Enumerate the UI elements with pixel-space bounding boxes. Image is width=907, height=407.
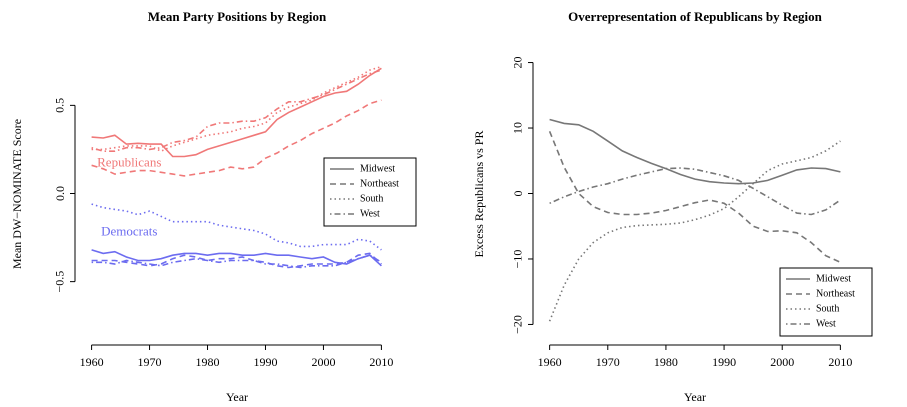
line: [549, 167, 841, 216]
x-tick-label: 2000: [770, 355, 794, 369]
group-label: Republicans: [97, 155, 161, 170]
group-label: Democrats: [101, 223, 157, 238]
line: [91, 249, 382, 267]
line: [548, 140, 841, 322]
x-tick-label: 1960: [538, 355, 562, 369]
y-tick-label: −0.5: [53, 271, 67, 293]
line: [91, 69, 382, 152]
x-tick-label: 2010: [369, 355, 393, 369]
legend-label: South: [360, 193, 383, 204]
x-tick-label: 1960: [80, 355, 104, 369]
line: [91, 99, 382, 177]
y-tick-label: 20: [511, 57, 525, 69]
y-axis-label: Excess Republicans vs PR: [472, 131, 486, 258]
y-tick-label: −10: [511, 250, 525, 269]
x-axis-label: Year: [226, 390, 248, 404]
chart-title: Overrepresentation of Republicans by Reg…: [568, 9, 823, 24]
legend-label: Midwest: [816, 273, 851, 284]
legend-label: South: [816, 303, 839, 314]
x-tick-label: 1980: [654, 355, 678, 369]
line: [548, 130, 841, 264]
y-axis-label: Mean DW−NOMINATE Score: [10, 119, 24, 269]
x-tick-label: 2000: [311, 355, 335, 369]
line: [91, 65, 382, 153]
x-tick-label: 1970: [596, 355, 620, 369]
legend-label: Midwest: [360, 163, 395, 174]
legend-label: West: [816, 318, 836, 329]
legend-label: Northeast: [816, 288, 855, 299]
line: [549, 118, 841, 185]
chart-title: Mean Party Positions by Region: [148, 9, 327, 24]
line: [91, 203, 382, 251]
x-axis-label: Year: [684, 390, 706, 404]
x-tick-label: 2010: [828, 355, 852, 369]
x-tick-label: 1970: [138, 355, 162, 369]
y-tick-label: 0.0: [53, 186, 67, 201]
legend-label: West: [360, 208, 380, 219]
x-tick-label: 1990: [253, 355, 277, 369]
y-tick-label: 10: [511, 122, 525, 134]
line: [91, 67, 382, 158]
legend-label: Northeast: [360, 178, 399, 189]
x-tick-label: 1980: [196, 355, 220, 369]
y-tick-label: −20: [511, 315, 525, 334]
y-tick-label: 0.5: [53, 98, 67, 113]
y-tick-label: 0: [511, 191, 525, 197]
line: [91, 254, 382, 269]
x-tick-label: 1990: [712, 355, 736, 369]
